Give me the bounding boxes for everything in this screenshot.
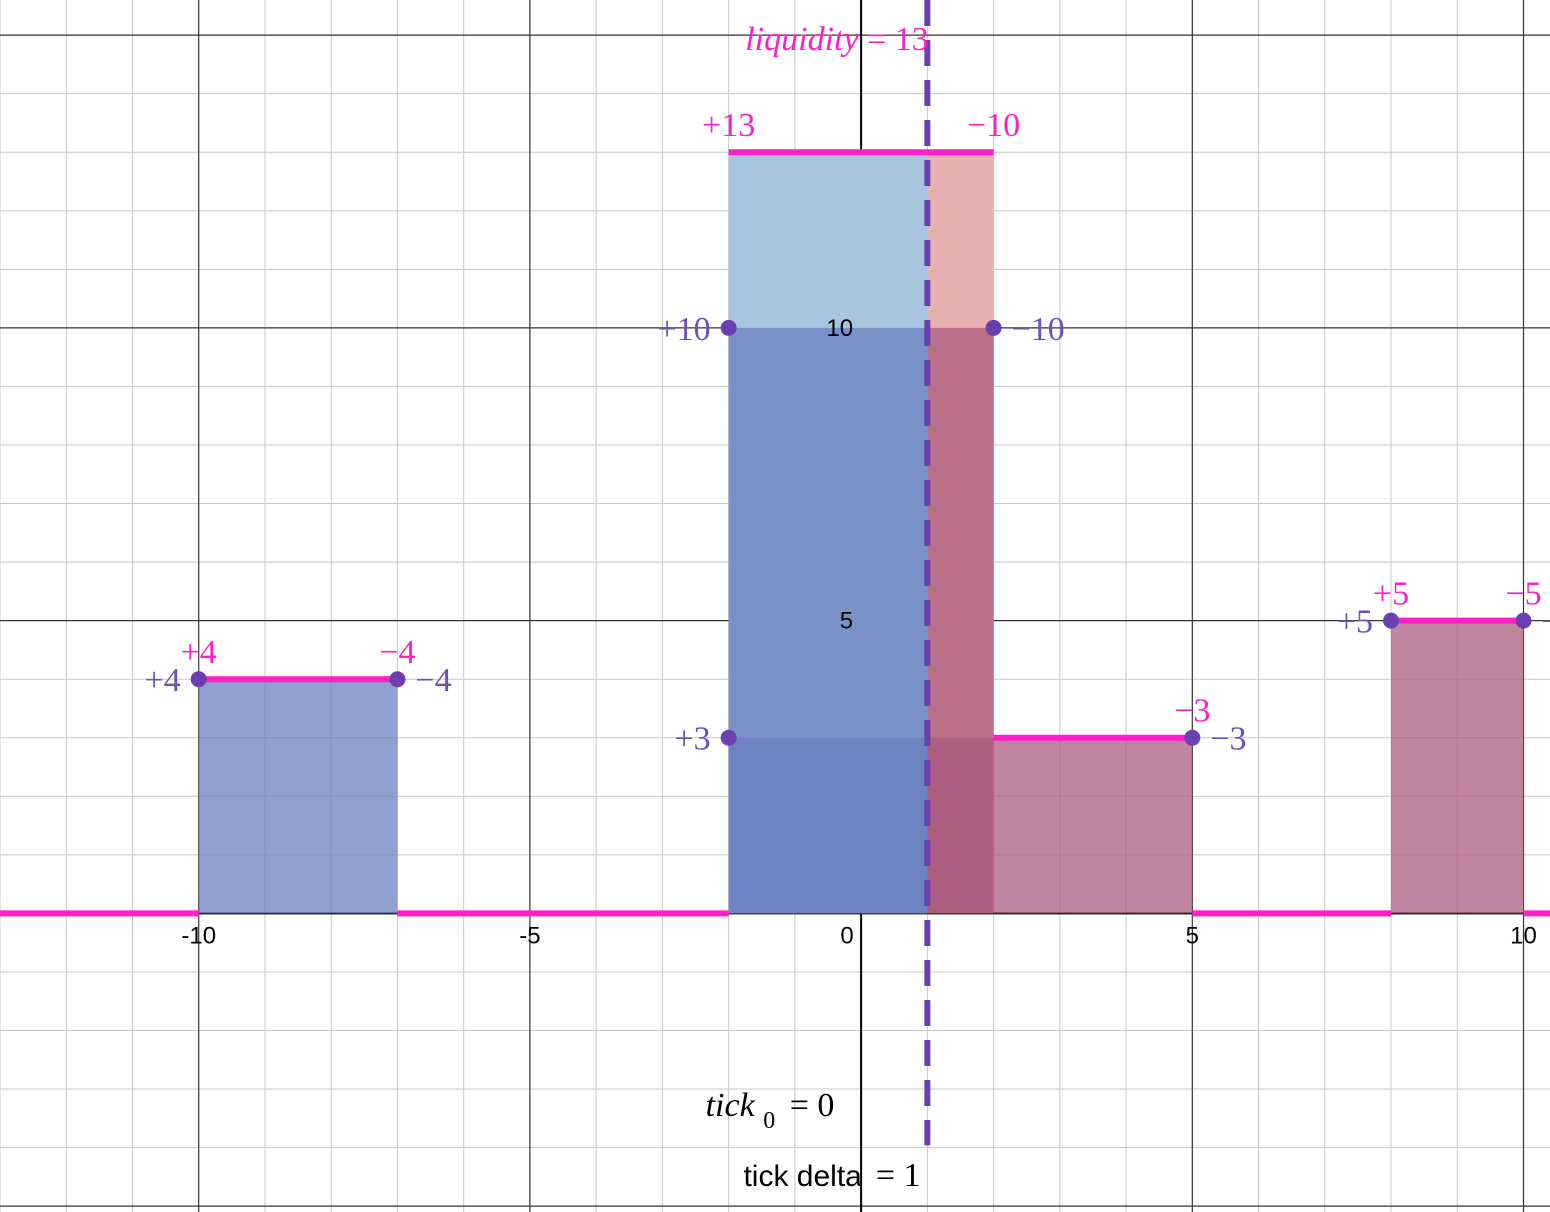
- position-area-blue: [198, 679, 398, 914]
- liquidity-step-label: +5: [1373, 576, 1409, 613]
- position-area-blue: [728, 327, 928, 914]
- position-point: [1184, 729, 1201, 746]
- position-point: [1383, 612, 1400, 629]
- position-point-label: +10: [657, 311, 710, 348]
- position-point-label: −5: [1542, 604, 1550, 641]
- liquidity-annotation: liquidity = 13: [745, 21, 929, 58]
- position-point-label: −10: [1012, 311, 1065, 348]
- position-point-label: +4: [145, 662, 181, 699]
- tick-delta-word: tick delta: [743, 1160, 862, 1193]
- position-point: [190, 671, 207, 688]
- x-tick-label: -5: [519, 922, 540, 949]
- liquidity-value: = 13: [867, 21, 929, 58]
- liquidity-step-label: −5: [1505, 576, 1541, 613]
- liquidity-step-labels: +4 −4 +13 −10 −3 +5 −5: [181, 107, 1542, 730]
- position-point-labels: +4 −4 +10 +3 −10 −3 +5 −5: [145, 311, 1550, 758]
- x-tick-label: 10: [1510, 922, 1537, 949]
- tick0-subscript: 0: [763, 1108, 775, 1134]
- liquidity-areas: [198, 152, 1524, 914]
- position-point: [389, 671, 406, 688]
- liquidity-word: liquidity: [745, 21, 859, 58]
- axis-tick-labels: -10 -5 0 5 10 5 10: [181, 315, 1536, 950]
- position-area-red: [1391, 620, 1524, 914]
- tick-delta-annotation: tick delta = 1: [743, 1157, 920, 1194]
- x-tick-label: -10: [181, 922, 216, 949]
- tick0-value: = 0: [790, 1087, 835, 1124]
- liquidity-step-label: +13: [702, 107, 755, 144]
- position-point: [1515, 612, 1532, 629]
- tick0-word: tick: [706, 1087, 756, 1124]
- x-tick-label: 0: [840, 922, 853, 949]
- liquidity-step-label: −4: [379, 634, 415, 671]
- x-tick-label: 5: [1186, 922, 1199, 949]
- liquidity-step-label: −10: [967, 107, 1020, 144]
- position-point-label: −3: [1210, 721, 1246, 758]
- liquidity-curve: [0, 149, 1550, 917]
- y-tick-label: 10: [826, 315, 853, 342]
- position-point-label: +3: [674, 721, 710, 758]
- position-point: [720, 319, 737, 336]
- liquidity-step-label: −3: [1174, 693, 1210, 730]
- tick0-annotation: tick 0 = 0: [706, 1087, 835, 1136]
- tick-delta-value: = 1: [876, 1157, 921, 1194]
- position-point-label: +5: [1337, 604, 1373, 641]
- position-area-red: [927, 327, 994, 914]
- liquidity-step-label: +4: [181, 634, 217, 671]
- position-point: [985, 319, 1002, 336]
- position-point-label: −4: [415, 662, 451, 699]
- y-tick-label: 5: [840, 608, 853, 635]
- position-point: [720, 729, 737, 746]
- position-points: [190, 319, 1532, 746]
